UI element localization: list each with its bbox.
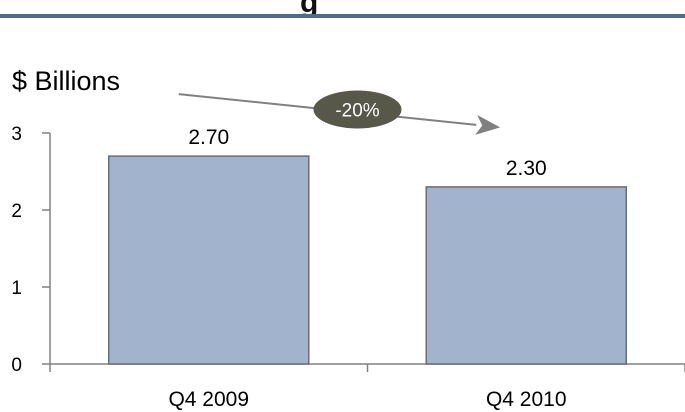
y-tick-label: 3 bbox=[11, 124, 22, 145]
header-divider bbox=[0, 14, 685, 18]
data-label: 2.70 bbox=[188, 126, 229, 149]
category-label: Q4 2010 bbox=[486, 388, 567, 411]
y-tick-label: 1 bbox=[11, 278, 22, 299]
data-label: 2.30 bbox=[506, 157, 547, 180]
change-badge-label: -20% bbox=[335, 101, 379, 122]
bar bbox=[107, 155, 310, 365]
y-axis-unit-label: $ Billions bbox=[12, 66, 121, 96]
y-tick-label: 2 bbox=[11, 201, 22, 222]
bar bbox=[425, 186, 628, 365]
category-label: Q4 2009 bbox=[168, 388, 249, 411]
y-tick-label: 0 bbox=[11, 355, 22, 376]
change-badge bbox=[313, 90, 402, 129]
trend-arrowhead bbox=[475, 114, 501, 135]
